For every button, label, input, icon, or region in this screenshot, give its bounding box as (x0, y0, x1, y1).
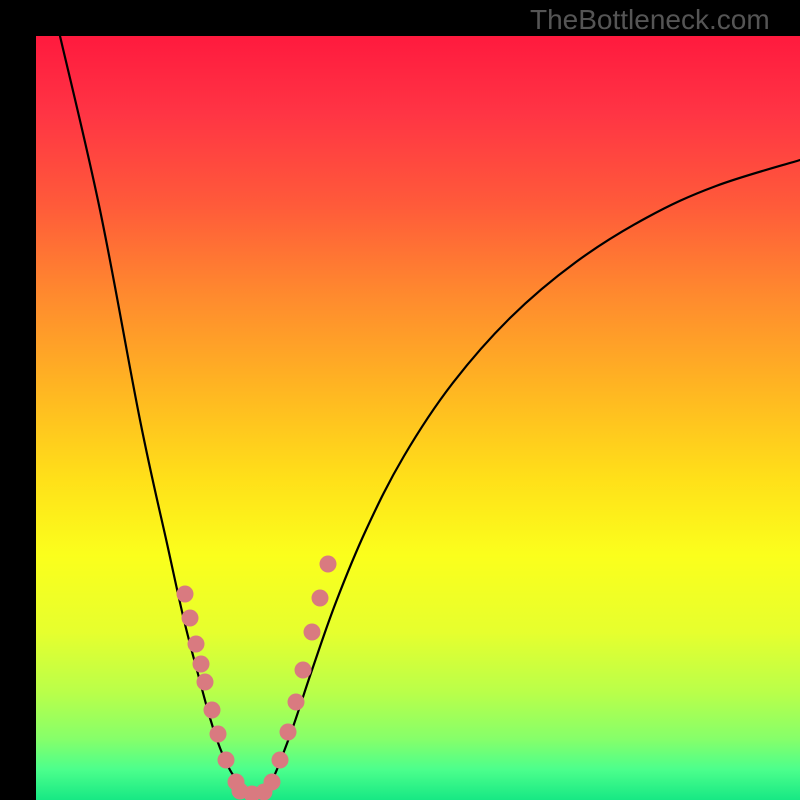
watermark-text: TheBottleneck.com (530, 4, 770, 36)
chart-root: TheBottleneck.com (0, 0, 800, 800)
plot-gradient-background (36, 36, 800, 800)
